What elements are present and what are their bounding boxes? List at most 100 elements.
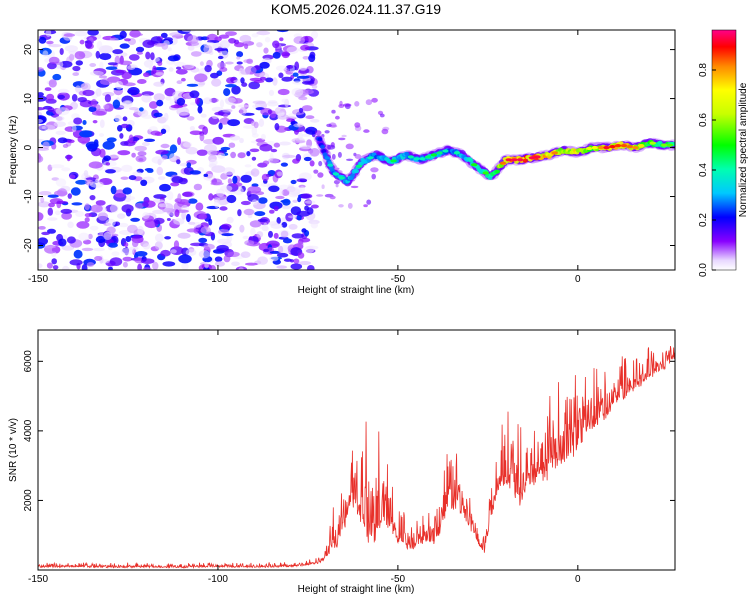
spectrogram-noise-blob	[298, 107, 304, 114]
spectrogram-noise-blob	[190, 51, 202, 57]
spectrogram-noise-blob	[259, 61, 270, 69]
spectrogram-noise-blob	[269, 209, 275, 214]
spectrogram-noise-blob	[338, 137, 346, 141]
spectrogram-noise-blob	[159, 183, 171, 192]
spectrogram-ridge-peak	[649, 141, 656, 145]
spectrogram-noise-blob	[204, 261, 209, 269]
spectrogram-noise-blob	[61, 167, 71, 172]
spectrogram-noise-blob	[347, 202, 353, 209]
spectrogram-ridge-peak	[620, 144, 628, 148]
spectrogram-noise-blob	[49, 198, 64, 205]
spectrogram-noise-blob	[260, 133, 266, 141]
spectrogram-noise-blob	[203, 97, 212, 105]
spectrogram-noise-blob	[89, 181, 104, 188]
snr-y-tick-label: 2000	[23, 489, 34, 512]
spectrogram-y-tick-label: 10	[23, 93, 34, 105]
spectrogram-noise-blob	[47, 194, 59, 198]
spectrogram-noise-blob	[38, 119, 43, 123]
spectrogram-noise-blob	[124, 38, 131, 42]
spectrogram-noise-blob	[152, 65, 157, 75]
spectrogram-noise-blob	[84, 217, 90, 223]
spectrogram-noise-blob	[153, 194, 167, 199]
spectrogram-noise-blob	[152, 261, 159, 270]
spectrogram-noise-blob	[160, 128, 167, 134]
spectrogram-noise-blob	[278, 104, 291, 108]
spectrogram-noise-blob	[145, 51, 151, 60]
spectrogram-noise-blob	[331, 153, 336, 160]
spectrogram-noise-blob	[85, 177, 97, 181]
spectrogram-noise-blob	[202, 126, 209, 135]
spectrogram-noise-blob	[187, 45, 195, 51]
spectrogram-noise-blob	[198, 250, 210, 259]
spectrogram-noise-blob	[270, 148, 278, 153]
spectrogram-noise-blob	[249, 220, 262, 228]
spectrogram-noise-blob	[189, 125, 195, 131]
spectrogram-noise-blob	[76, 221, 90, 229]
spectrogram-noise-blob	[302, 80, 315, 85]
spectrogram-noise-blob	[219, 99, 225, 108]
spectrogram-noise-blob	[236, 61, 243, 65]
spectrogram-noise-blob	[112, 49, 124, 55]
spectrogram-noise-blob	[257, 256, 268, 265]
spectrogram-noise-blob	[166, 191, 174, 201]
spectrogram-noise-blob	[143, 60, 154, 68]
spectrogram-noise-blob	[103, 231, 112, 241]
spectrogram-noise-blob	[346, 158, 354, 161]
spectrogram-noise-blob	[142, 39, 155, 48]
spectrogram-noise-blob	[131, 152, 136, 158]
spectrogram-noise-blob	[290, 263, 303, 270]
spectrogram-noise-blob	[262, 160, 270, 166]
spectrogram-noise-blob	[316, 194, 324, 197]
spectrogram-noise-blob	[109, 233, 119, 237]
spectrogram-noise-blob	[199, 61, 204, 66]
spectrogram-noise-blob	[268, 157, 279, 164]
spectrogram-noise-blob	[173, 240, 180, 250]
spectrogram-noise-blob	[223, 88, 231, 97]
spectrogram-noise-blob	[326, 144, 336, 150]
spectrogram-ridge-peak	[661, 143, 668, 147]
spectrogram-noise-blob	[297, 196, 302, 203]
snr-x-tick-label: -150	[28, 574, 48, 585]
spectrogram-noise-blob	[239, 224, 245, 233]
spectrogram-noise-blob	[87, 30, 99, 36]
spectrogram-noise-blob	[130, 217, 141, 222]
spectrogram-noise-blob	[314, 130, 322, 136]
spectrogram-noise-blob	[203, 173, 209, 177]
spectrogram-ridge-peak	[666, 143, 674, 147]
spectrogram-ridge-peak	[332, 172, 340, 176]
spectrogram-noise-blob	[265, 77, 274, 83]
spectrogram-noise-blob	[187, 35, 199, 45]
spectrogram-ridge-cell	[350, 173, 356, 178]
spectrogram-noise-blob	[51, 258, 57, 265]
spectrogram-noise-blob	[173, 202, 183, 212]
spectrogram-ridge-peak	[419, 157, 426, 161]
spectrogram-noise-blob	[175, 69, 188, 75]
spectrogram-noise-blob	[189, 130, 202, 136]
spectrogram-noise-blob	[74, 51, 86, 60]
snr-series-line	[38, 346, 675, 569]
spectrogram-noise-blob	[181, 77, 186, 82]
spectrogram-noise-blob	[188, 221, 196, 225]
spectrogram-noise-blob	[204, 65, 212, 73]
spectrogram-noise-blob	[44, 87, 52, 91]
spectrogram-noise-blob	[46, 262, 53, 269]
spectrogram-noise-blob	[354, 101, 360, 107]
spectrogram-noise-blob	[137, 79, 147, 84]
spectrogram-ridge-cell	[468, 158, 474, 163]
spectrogram-noise-blob	[121, 71, 132, 80]
spectrogram-ridge-peak	[424, 155, 432, 159]
colorbar-ticks: 0.0 0.2 0.4 0.6 0.8	[698, 63, 716, 277]
spectrogram-ridge-layer	[313, 134, 675, 187]
spectrogram-noise-blob	[266, 101, 279, 107]
spectrogram-noise-blob	[60, 208, 73, 214]
spectrogram-noise-blob	[216, 244, 229, 252]
spectrogram-noise-blob	[117, 213, 126, 220]
spectrogram-noise-blob	[335, 183, 339, 188]
spectrogram-noise-blob	[186, 116, 195, 121]
spectrogram-noise-blob	[199, 132, 205, 142]
spectrogram-noise-blob	[179, 112, 190, 116]
spectrogram-noise-blob	[269, 201, 283, 210]
spectrogram-noise-blob	[238, 267, 244, 270]
spectrogram-noise-blob	[105, 162, 111, 166]
